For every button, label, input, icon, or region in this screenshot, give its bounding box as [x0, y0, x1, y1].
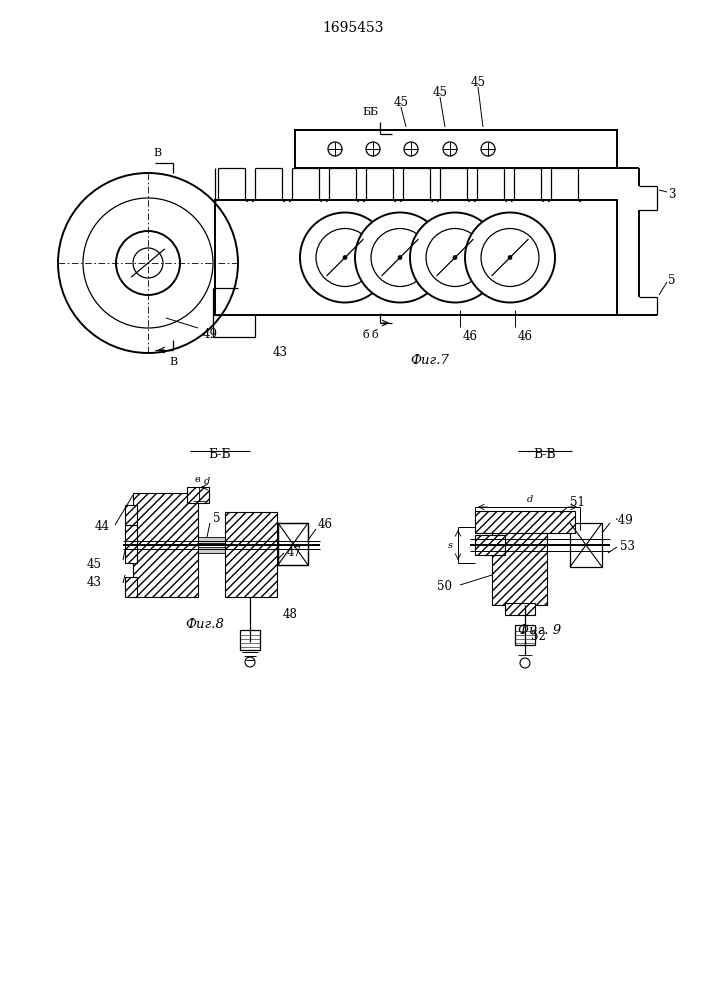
Text: 46: 46	[318, 518, 333, 532]
Text: в: в	[194, 475, 200, 484]
Text: б: б	[371, 330, 378, 340]
Text: Фиг.7: Фиг.7	[411, 354, 450, 366]
Text: d: d	[527, 495, 533, 504]
Bar	[295, 130, 617, 168]
Bar	[240, 630, 260, 650]
Bar	[125, 505, 137, 525]
Text: 43: 43	[87, 576, 102, 589]
Text: 45: 45	[470, 76, 486, 89]
Text: 50: 50	[438, 580, 452, 593]
Bar	[225, 512, 277, 597]
Text: 45: 45	[87, 558, 102, 572]
Text: 5: 5	[213, 512, 221, 526]
Bar	[505, 603, 535, 615]
Circle shape	[300, 213, 390, 302]
Circle shape	[410, 213, 500, 302]
Text: В: В	[169, 357, 177, 367]
Bar	[475, 511, 575, 533]
Circle shape	[508, 255, 512, 259]
Text: 49: 49	[202, 328, 218, 342]
Text: В: В	[153, 148, 161, 158]
Bar	[187, 487, 209, 503]
Bar	[475, 535, 505, 555]
Text: 43: 43	[272, 347, 288, 360]
Text: 53: 53	[620, 540, 635, 554]
Text: 44: 44	[95, 520, 110, 534]
Circle shape	[355, 213, 445, 302]
Text: Б: Б	[362, 107, 370, 117]
Text: 45: 45	[433, 86, 448, 99]
Text: 1695453: 1695453	[322, 21, 384, 35]
Circle shape	[398, 255, 402, 259]
Bar	[515, 625, 535, 645]
Bar	[570, 523, 602, 567]
Circle shape	[465, 213, 555, 302]
Text: 52: 52	[530, 631, 545, 644]
Bar	[492, 515, 547, 605]
Bar	[125, 577, 137, 597]
Text: б: б	[363, 330, 369, 340]
Bar	[198, 547, 278, 553]
Text: 45: 45	[394, 96, 409, 108]
Circle shape	[453, 255, 457, 259]
Bar	[278, 523, 308, 565]
Text: 48: 48	[283, 608, 298, 621]
Text: d: d	[204, 477, 210, 486]
Circle shape	[343, 255, 347, 259]
Text: Б: Б	[370, 107, 378, 117]
Text: 5: 5	[668, 273, 676, 286]
Text: Фиг.8: Фиг.8	[185, 618, 224, 632]
Text: 46: 46	[518, 330, 533, 344]
Text: Б-Б: Б-Б	[209, 448, 231, 462]
Text: 3: 3	[668, 188, 676, 202]
Text: В-В: В-В	[534, 448, 556, 462]
Text: Фиг. 9: Фиг. 9	[518, 624, 561, 637]
Bar	[278, 523, 308, 565]
Text: s: s	[448, 540, 452, 550]
Text: 46: 46	[463, 330, 478, 344]
Text: 47: 47	[287, 546, 302, 560]
Bar	[125, 525, 137, 563]
Bar	[198, 537, 278, 543]
Bar	[215, 200, 617, 315]
Bar	[133, 493, 198, 597]
Text: ·49: ·49	[615, 514, 633, 526]
Text: 51: 51	[570, 496, 585, 510]
